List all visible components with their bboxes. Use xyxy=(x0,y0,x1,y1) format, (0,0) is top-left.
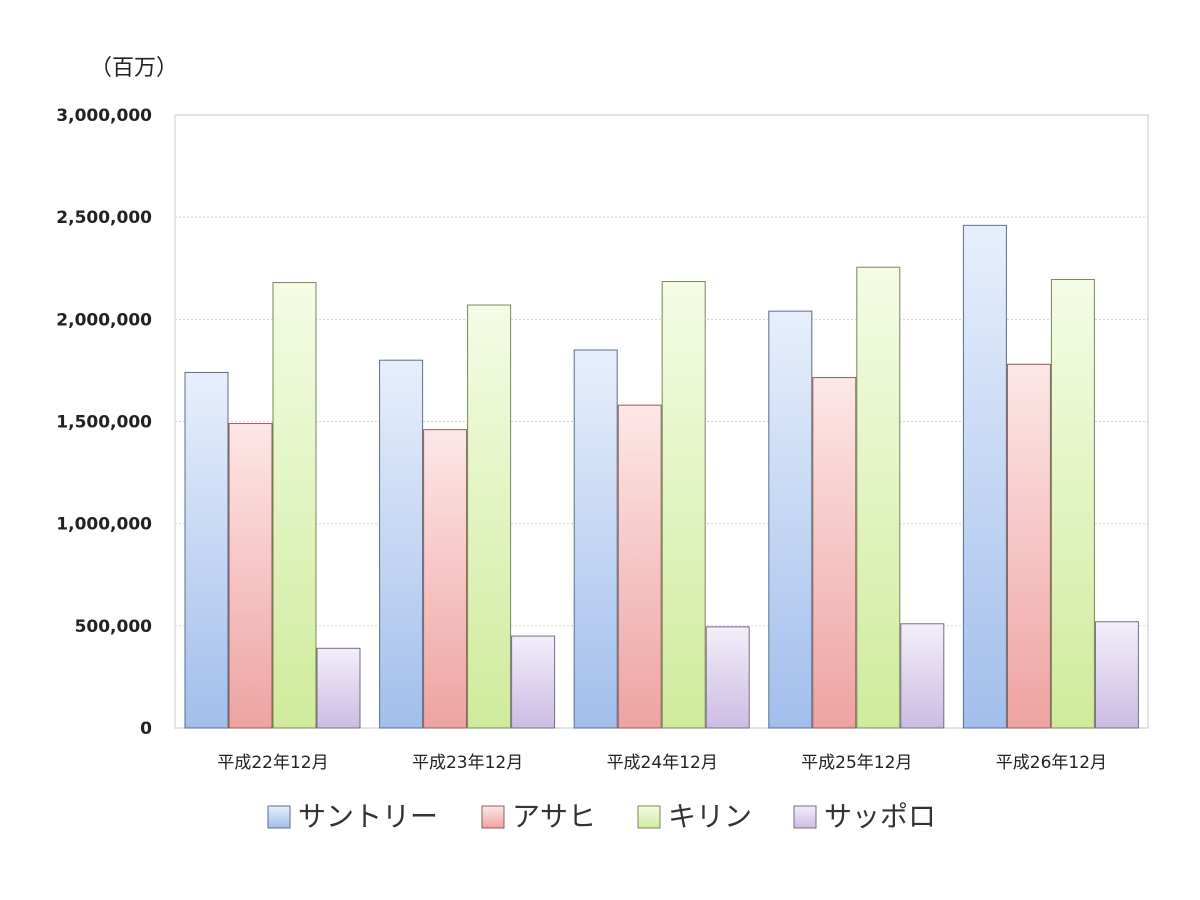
bar-3-2 xyxy=(467,304,512,729)
legend-label: アサヒ xyxy=(512,800,596,833)
bar-2-1 xyxy=(228,423,273,729)
legend-label: サントリー xyxy=(298,800,438,833)
x-tick-label: 平成24年12月 xyxy=(607,753,718,773)
bar-1-5 xyxy=(962,224,1007,729)
bar-3-3 xyxy=(661,281,706,729)
y-tick-label: 500,000 xyxy=(75,617,153,637)
bars xyxy=(184,224,1139,729)
y-tick-label: 1,500,000 xyxy=(56,413,152,433)
legend-swatch xyxy=(793,805,817,829)
y-tick-label: 1,000,000 xyxy=(56,515,152,535)
y-tick-label: 3,000,000 xyxy=(56,106,152,126)
x-axis-labels: 平成22年12月 平成23年12月 平成24年12月 平成25年12月 平成26年12月 xyxy=(217,753,1107,773)
bar-1-4 xyxy=(768,310,813,729)
bar-3-4 xyxy=(856,266,901,729)
y-unit-label: （百万） xyxy=(90,56,178,81)
y-axis-ticks: 0 500,000 1,000,000 1,500,000 2,000,000 2,500… xyxy=(56,106,152,739)
legend-swatch xyxy=(481,805,505,829)
bar-2-3 xyxy=(617,404,662,729)
x-tick-label: 平成25年12月 xyxy=(801,753,912,773)
bar-4-3 xyxy=(705,626,750,729)
y-tick-label: 2,000,000 xyxy=(56,310,152,330)
bar-4-1 xyxy=(316,647,361,729)
legend-swatch xyxy=(637,805,661,829)
legend-label: キリン xyxy=(668,800,752,833)
bar-2-2 xyxy=(423,429,468,729)
bar-4-4 xyxy=(900,623,945,729)
bar-2-4 xyxy=(812,377,857,729)
x-tick-label: 平成23年12月 xyxy=(412,753,523,773)
y-tick-label: 2,500,000 xyxy=(56,208,152,228)
bar-2-5 xyxy=(1006,363,1051,729)
bar-4-2 xyxy=(511,635,556,729)
bar-1-2 xyxy=(379,359,424,729)
bar-3-5 xyxy=(1050,278,1095,729)
legend-label: サッポロ xyxy=(824,800,936,833)
legend: サントリー アサヒ キリン サッポロ xyxy=(267,800,936,833)
legend-swatch xyxy=(267,805,291,829)
x-tick-label: 平成22年12月 xyxy=(217,753,328,773)
bar-3-1 xyxy=(272,282,317,729)
bar-4-5 xyxy=(1094,621,1139,729)
bar-1-1 xyxy=(184,371,229,729)
bar-1-3 xyxy=(573,349,618,729)
x-tick-label: 平成26年12月 xyxy=(996,753,1107,773)
y-tick-label: 0 xyxy=(140,719,152,739)
